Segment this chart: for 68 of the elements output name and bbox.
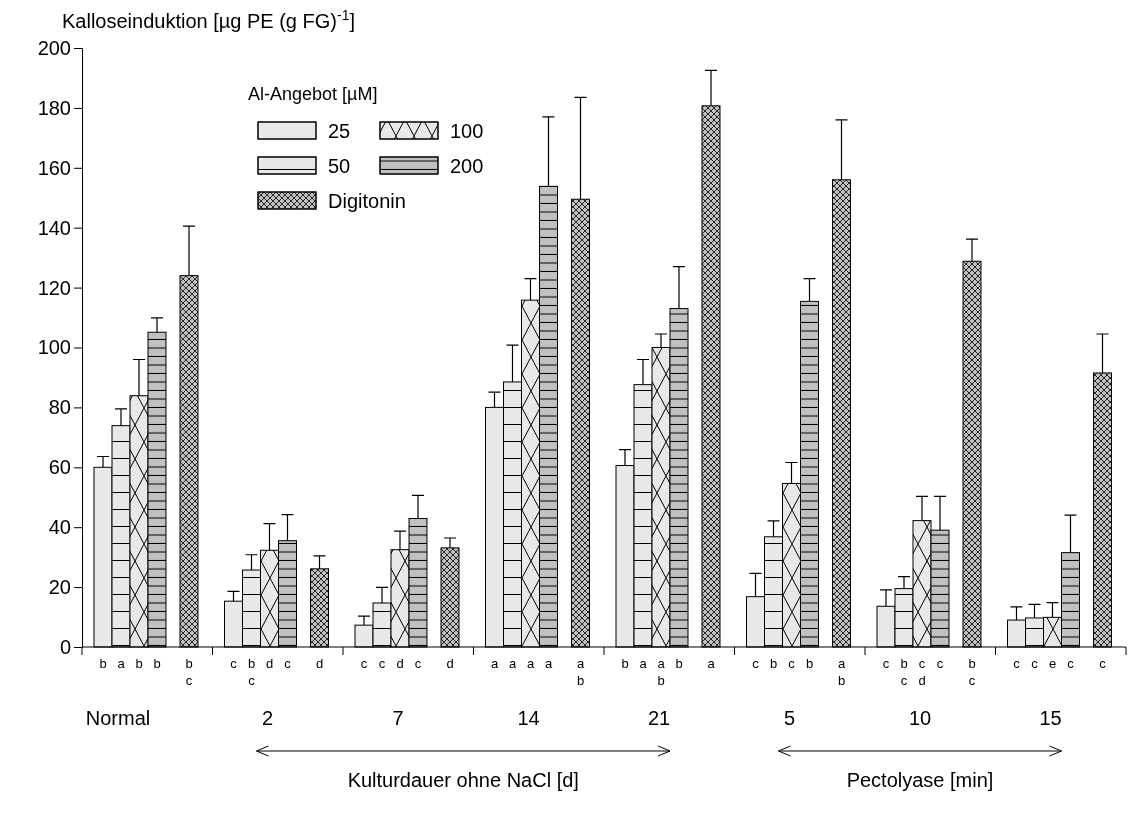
data-label: b [621, 656, 629, 671]
text: Kulturdauer ohne NaCl [d] [347, 769, 579, 791]
data-label: a [117, 656, 126, 671]
y-tick-label: 140 [37, 216, 71, 239]
data-label: d [446, 656, 454, 671]
y-tick-label: 100 [37, 336, 71, 359]
data-label: c d [918, 656, 926, 688]
data-label: a b [576, 656, 585, 688]
data-label: b [99, 656, 107, 671]
data-label: b [769, 656, 778, 671]
legend-label: 50 [328, 155, 351, 177]
data-label: a [639, 656, 648, 671]
data-label: a b [657, 656, 666, 688]
x-tick-label: 15 [1039, 707, 1062, 729]
y-tick-label: 180 [37, 96, 71, 119]
x-tick-label: 2 [261, 707, 274, 729]
data-label: d [315, 656, 324, 671]
y-tick-label: 60 [48, 456, 71, 479]
y-axis-title: Kalloseinduktion [µg PE (g FG)$^{-1}$] [62, 7, 355, 32]
text: Pectolyase [min] [846, 769, 994, 791]
data-label: a [490, 656, 499, 671]
data-label: c [230, 656, 238, 671]
data-label: c [414, 656, 422, 671]
y-tick-label: 40 [48, 516, 71, 539]
data-label: c [1099, 656, 1107, 671]
data-label: c [1067, 656, 1075, 671]
data-label: b c [900, 656, 908, 688]
data-label: c [752, 656, 760, 671]
x-tick-label: 7 [392, 707, 404, 729]
y-tick-label: 0 [59, 635, 71, 658]
legend-label: 200 [450, 155, 484, 177]
data-label: c [1031, 656, 1039, 671]
data-label: a b [837, 656, 846, 688]
data-label: c [360, 656, 368, 671]
data-label: a [544, 656, 553, 671]
data-label: c [788, 656, 796, 671]
y-tick-label: 160 [37, 156, 71, 179]
legend-label: 100 [450, 120, 484, 142]
x-tick-label: Normal [85, 707, 151, 729]
data-label: b [135, 656, 143, 671]
legend-title: Al-Angebot [µM] [248, 84, 378, 104]
data-label: a [707, 656, 716, 671]
data-label: d [396, 656, 404, 671]
data-label: b c [247, 656, 256, 688]
data-label: c [284, 656, 292, 671]
data-label: b [153, 656, 161, 671]
data-label: e [1048, 656, 1057, 671]
y-tick-label: 120 [37, 276, 71, 299]
data-label: c [1013, 656, 1021, 671]
data-label: c [378, 656, 386, 671]
y-tick-label: 80 [48, 396, 71, 419]
x-tick-label: 10 [908, 707, 932, 729]
x-tick-label: 21 [647, 707, 671, 729]
y-tick-label: 200 [37, 36, 71, 59]
x-tick-label: 5 [783, 707, 796, 729]
data-label: c [936, 656, 944, 671]
data-label: c [882, 656, 890, 671]
data-label: b [805, 656, 814, 671]
data-label: a [508, 656, 517, 671]
data-label: b c [968, 656, 976, 688]
data-label: d [265, 656, 274, 671]
data-label: b [675, 656, 683, 671]
y-tick-label: 20 [48, 576, 71, 598]
legend-label: 25 [328, 120, 351, 142]
x-tick-label: 14 [517, 707, 540, 729]
data-label: b c [185, 656, 193, 688]
data-label: a [526, 656, 535, 671]
legend-label: Digitonin [328, 190, 406, 212]
